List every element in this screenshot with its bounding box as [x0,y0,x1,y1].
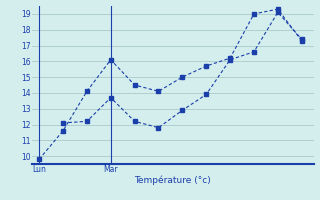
X-axis label: Température (°c): Température (°c) [134,176,211,185]
